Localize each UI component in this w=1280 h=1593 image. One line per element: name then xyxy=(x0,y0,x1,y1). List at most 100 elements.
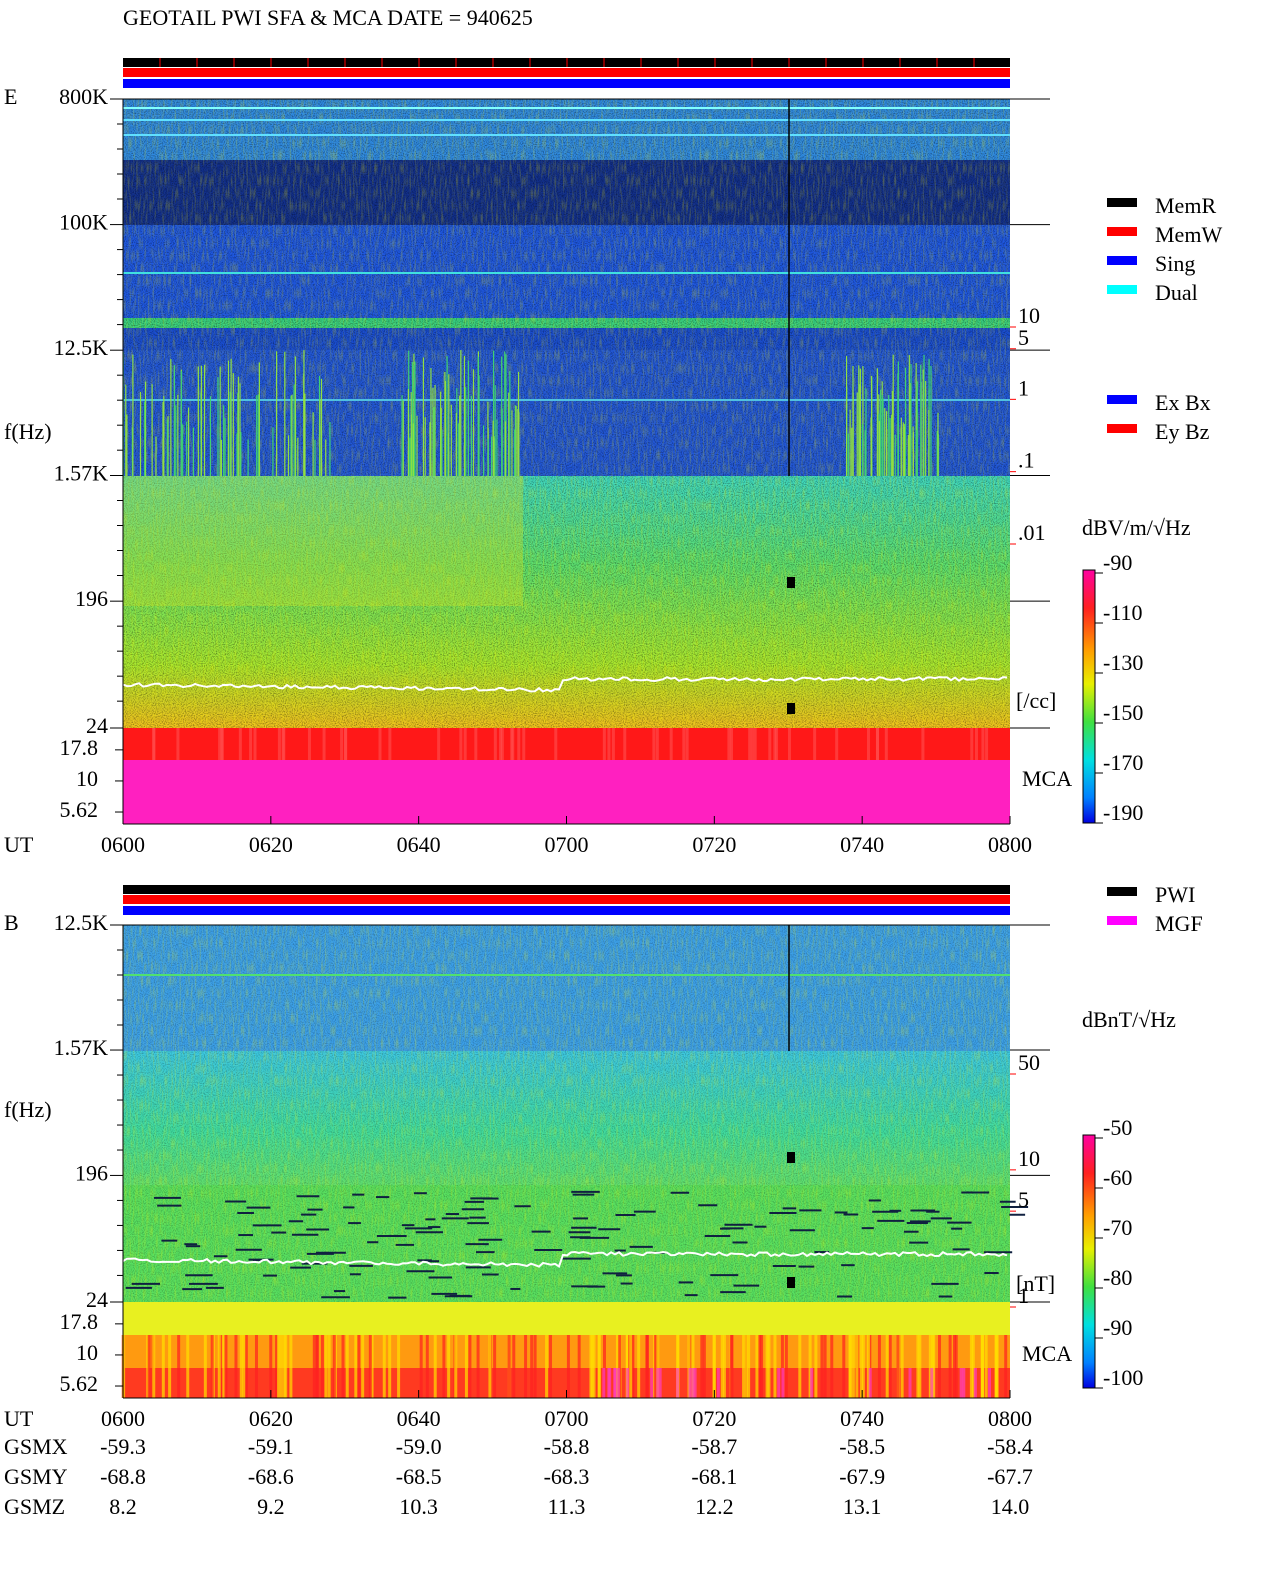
density-label: [nT] xyxy=(1016,1271,1055,1296)
legend-swatch xyxy=(1107,285,1137,294)
legend-label: PWI xyxy=(1155,882,1195,907)
noise xyxy=(123,99,1010,728)
panel-label: B xyxy=(4,910,19,935)
x-tick-label: 0600 xyxy=(101,1406,145,1431)
status-bar xyxy=(123,885,1010,894)
plasma-trace xyxy=(122,1250,1008,1269)
y-axis-label: f(Hz) xyxy=(4,419,52,444)
colorbar xyxy=(1082,1134,1096,1389)
colorbar-tick-label: -60 xyxy=(1103,1165,1132,1190)
x-axis-label: UT xyxy=(4,1406,34,1431)
x-tick-label: 0700 xyxy=(545,832,589,857)
y-tick-label: 12.5K xyxy=(54,910,109,935)
orbit-value: -68.5 xyxy=(396,1464,442,1489)
legend-label: Dual xyxy=(1155,280,1198,305)
status-bar xyxy=(123,68,1010,77)
legend-label: MGF xyxy=(1155,911,1203,936)
mca-tick-label: 10 xyxy=(76,1340,98,1365)
y-tick-label: 24 xyxy=(86,713,108,738)
gap-marker xyxy=(787,703,795,714)
orbit-value: -59.3 xyxy=(100,1434,146,1459)
spectrum-band xyxy=(123,1302,1010,1335)
y-tick-label: 196 xyxy=(75,586,108,611)
orbit-value: -58.7 xyxy=(691,1434,737,1459)
orbit-value: -68.6 xyxy=(248,1464,294,1489)
y-tick-label: 1.57K xyxy=(54,461,109,486)
orbit-value: -67.7 xyxy=(987,1464,1033,1489)
colorbar-tick-label: -190 xyxy=(1103,800,1143,825)
orbit-value: 9.2 xyxy=(257,1494,285,1519)
density-label: [/cc] xyxy=(1016,688,1056,713)
y-tick-label: 100K xyxy=(59,210,108,235)
gap-marker xyxy=(787,1277,795,1288)
x-tick-label: 0600 xyxy=(101,832,145,857)
orbit-value: 8.2 xyxy=(109,1494,137,1519)
spectrum-band xyxy=(123,760,1010,824)
y-tick-label: 24 xyxy=(86,1287,108,1312)
colorbar-label: dBV/m/√Hz xyxy=(1082,515,1191,540)
x-tick-label: 0720 xyxy=(692,1406,736,1431)
legend-swatch xyxy=(1107,198,1137,207)
mca-tick-label: 10 xyxy=(76,766,98,791)
density-tick-label: .1 xyxy=(1018,448,1035,473)
density-tick-label: 10 xyxy=(1018,303,1040,328)
x-tick-label: 0800 xyxy=(988,832,1032,857)
spectrum-band xyxy=(123,728,1010,760)
density-tick-label: 1 xyxy=(1018,375,1029,400)
noise xyxy=(123,925,1010,1302)
legend-label: MemR xyxy=(1155,193,1216,218)
x-tick-label: 0740 xyxy=(840,1406,884,1431)
orbit-value: 13.1 xyxy=(843,1494,882,1519)
x-tick-label: 0640 xyxy=(397,1406,441,1431)
colorbar-tick-label: -100 xyxy=(1103,1365,1143,1390)
colorbar-tick-label: -90 xyxy=(1103,550,1132,575)
x-tick-label: 0720 xyxy=(692,832,736,857)
enhancement xyxy=(123,476,523,606)
orbit-value: -58.5 xyxy=(839,1434,885,1459)
legend-label: Ex Bx xyxy=(1155,390,1211,415)
title: GEOTAIL PWI SFA & MCA DATE = 940625 xyxy=(123,5,533,30)
y-tick-label: 12.5K xyxy=(54,335,109,360)
mca-label: MCA xyxy=(1022,1341,1072,1366)
orbit-value: 11.3 xyxy=(548,1494,586,1519)
x-tick-label: 0800 xyxy=(988,1406,1032,1431)
x-axis-label: UT xyxy=(4,832,34,857)
orbit-value: -59.1 xyxy=(248,1434,294,1459)
mca-tick-label: 17.8 xyxy=(60,735,99,760)
orbit-value: -68.1 xyxy=(691,1464,737,1489)
legend-swatch xyxy=(1107,916,1137,925)
colorbar-tick-label: -150 xyxy=(1103,700,1143,725)
colorbar-tick-label: -130 xyxy=(1103,650,1143,675)
panel-label: E xyxy=(4,84,17,109)
orbit-value: 10.3 xyxy=(399,1494,438,1519)
orbit-value: -68.3 xyxy=(544,1464,590,1489)
colorbar-tick-label: -50 xyxy=(1103,1115,1132,1140)
orbit-value: -58.4 xyxy=(987,1434,1033,1459)
gap-marker xyxy=(787,1152,795,1163)
colorbar-tick-label: -110 xyxy=(1103,600,1143,625)
status-bar xyxy=(123,79,1010,88)
legend-swatch xyxy=(1107,256,1137,265)
density-tick-label: 1 xyxy=(1018,1283,1029,1308)
colorbar-tick-label: -80 xyxy=(1103,1265,1132,1290)
legend-swatch xyxy=(1107,395,1137,404)
orbit-label: GSMX xyxy=(4,1434,68,1459)
legend-label: Ey Bz xyxy=(1155,419,1210,444)
mca-tick-label: 5.62 xyxy=(60,1371,99,1396)
orbit-value: 14.0 xyxy=(991,1494,1030,1519)
colorbar-tick-label: -90 xyxy=(1103,1315,1132,1340)
density-tick-label: 5 xyxy=(1018,325,1029,350)
mca-tick-label: 5.62 xyxy=(60,797,99,822)
density-tick-label: 50 xyxy=(1018,1050,1040,1075)
legend-swatch xyxy=(1107,887,1137,896)
colorbar xyxy=(1082,569,1096,824)
y-tick-label: 196 xyxy=(75,1160,108,1185)
y-tick-label: 800K xyxy=(59,84,108,109)
orbit-value: -58.8 xyxy=(544,1434,590,1459)
density-tick-label: 5 xyxy=(1018,1187,1029,1212)
density-tick-label: 10 xyxy=(1018,1146,1040,1171)
x-tick-label: 0620 xyxy=(249,1406,293,1431)
x-tick-label: 0700 xyxy=(545,1406,589,1431)
